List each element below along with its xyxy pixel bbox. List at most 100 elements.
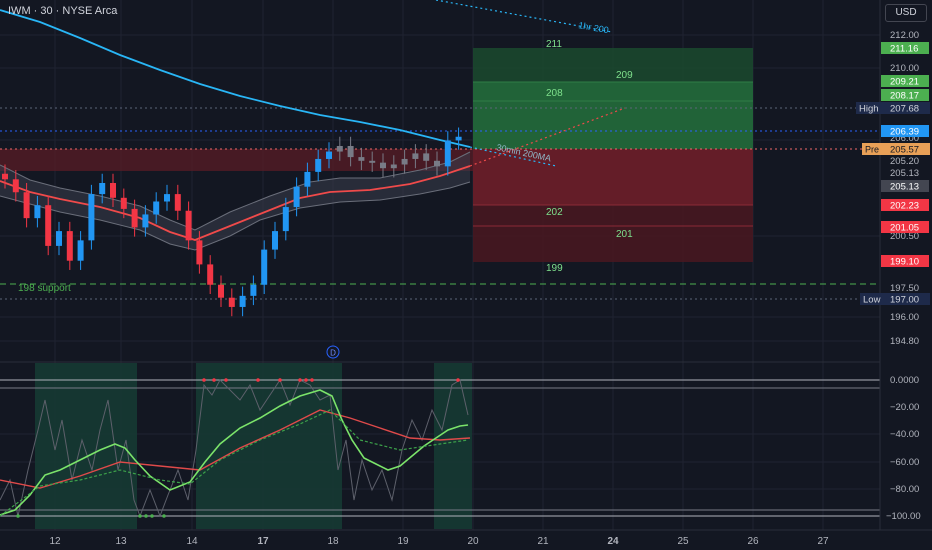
pre-label: Pre [865, 145, 879, 155]
candle-body[interactable] [228, 297, 235, 307]
price-tick: 210.00 [890, 63, 919, 74]
candle-body[interactable] [2, 173, 8, 180]
oscillator-signal-markers [16, 378, 460, 518]
candle-body[interactable] [153, 201, 160, 215]
candle-body[interactable] [304, 171, 311, 187]
candle-body[interactable] [293, 186, 300, 208]
time-label: 26 [747, 536, 759, 547]
candle-body[interactable] [218, 284, 224, 298]
candle-body[interactable] [131, 208, 138, 228]
oscillator-slow-line[interactable] [0, 409, 471, 489]
candle-body[interactable] [120, 197, 127, 209]
badge-205-13: 205.13 [890, 182, 919, 193]
candle-body[interactable] [250, 284, 257, 296]
pre-value: 205.57 [890, 145, 919, 156]
symbol-title[interactable]: IWM · 30 · NYSE Arca [8, 5, 118, 17]
candle-body[interactable] [412, 153, 419, 159]
candle-body[interactable] [142, 214, 149, 228]
candle-body[interactable] [34, 205, 41, 219]
price-tick: 212.00 [890, 30, 919, 41]
candle-body[interactable] [110, 183, 116, 198]
candle-body[interactable] [239, 295, 246, 307]
indicator-tick: −40.00 [890, 429, 919, 440]
candle-body[interactable] [99, 183, 106, 195]
candle-body[interactable] [66, 231, 73, 261]
candle-body[interactable] [45, 205, 52, 246]
time-label: 18 [327, 536, 339, 547]
candle-body[interactable] [455, 136, 462, 141]
candle-body[interactable] [358, 157, 365, 161]
indicator-tick: −20.00 [890, 402, 919, 413]
candle-body[interactable] [369, 160, 376, 163]
resistance-band[interactable] [0, 149, 473, 171]
time-axis-labels: 12 13 14 17 18 19 20 21 24 25 26 27 [49, 536, 829, 547]
target-199: 199 [546, 263, 563, 274]
indicator-tick: 0.0000 [890, 375, 919, 386]
candle-body[interactable] [207, 264, 214, 285]
candle-body[interactable] [434, 160, 440, 167]
candle-body[interactable] [423, 153, 430, 161]
candle-body[interactable] [272, 231, 278, 250]
candle-body[interactable] [336, 146, 343, 152]
oscillator-fast-line[interactable] [0, 389, 469, 516]
candle-body[interactable] [185, 210, 192, 241]
candle-body[interactable] [88, 194, 95, 241]
low-value: 197.00 [890, 295, 919, 306]
badge-211-16: 211.16 [890, 44, 918, 55]
candle-body[interactable] [347, 146, 354, 158]
dividend-marker-label: D [330, 349, 336, 358]
badge-current-price: 206.39 [890, 127, 919, 138]
candle-body[interactable] [174, 194, 181, 211]
candle-body[interactable] [326, 151, 332, 159]
candle-body[interactable] [12, 179, 19, 193]
candlestick-series[interactable] [2, 127, 462, 317]
currency-selector[interactable]: USD [885, 4, 927, 22]
candle-body[interactable] [380, 162, 386, 169]
time-label: 17 [257, 536, 269, 547]
envelope-lower [0, 181, 471, 251]
time-label: 19 [397, 536, 409, 547]
time-label: 13 [115, 536, 127, 547]
badge-208-17: 208.17 [890, 91, 919, 102]
badge-199-10: 199.10 [890, 257, 919, 268]
price-tick: 200.50 [890, 231, 919, 242]
ma-200-30min-line[interactable] [0, 9, 471, 148]
low-label: Low [863, 295, 881, 306]
price-tick: 194.80 [890, 336, 919, 347]
candle-body[interactable] [196, 240, 203, 265]
candle-body[interactable] [23, 192, 30, 219]
time-axis[interactable] [0, 530, 932, 550]
candle-body[interactable] [77, 240, 84, 261]
high-value: 207.68 [890, 104, 919, 115]
candle-body[interactable] [444, 140, 451, 167]
candle-body[interactable] [261, 249, 268, 285]
red-moving-average[interactable] [0, 165, 471, 241]
target-201: 201 [616, 229, 633, 240]
candle-body[interactable] [315, 158, 322, 172]
position-zones[interactable] [473, 48, 753, 262]
price-tick: 205.20 [890, 156, 919, 167]
price-tick: 197.50 [890, 283, 919, 294]
candle-body[interactable] [282, 207, 289, 232]
support-annotation: 198 support [18, 283, 71, 294]
target-208: 208 [546, 88, 563, 99]
time-label: 12 [49, 536, 61, 547]
candle-body[interactable] [401, 158, 408, 165]
indicator-tick: −60.00 [890, 457, 919, 468]
dividend-marker[interactable]: D [326, 345, 340, 359]
profit-zone-inner[interactable] [473, 82, 753, 149]
candle-body[interactable] [56, 231, 62, 246]
price-tick: 196.00 [890, 312, 919, 323]
time-label: 21 [537, 536, 549, 547]
candle-body[interactable] [390, 164, 397, 169]
time-label: 14 [186, 536, 198, 547]
price-tick: 206.00 [890, 133, 919, 144]
candle-body[interactable] [164, 194, 170, 202]
price-tick: 205.13 [890, 168, 919, 179]
oscillator-raw-line[interactable] [0, 378, 469, 518]
badge-201-05: 201.05 [890, 223, 919, 234]
time-label: 27 [817, 536, 829, 547]
oscillator-signal-line[interactable] [0, 409, 469, 517]
time-label: 25 [677, 536, 689, 547]
